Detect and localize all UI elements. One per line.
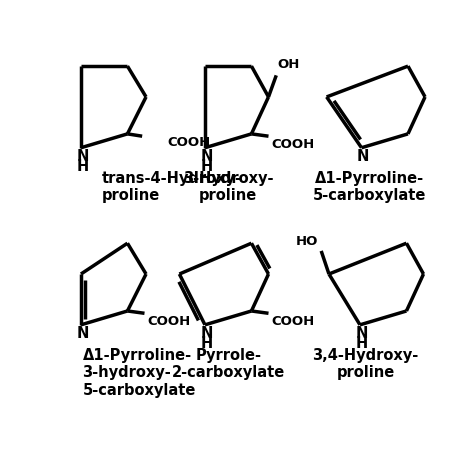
Text: trans-4-Hydroxy-
proline: trans-4-Hydroxy- proline (102, 171, 242, 203)
Text: Δ1-Pyrroline-
5-carboxylate: Δ1-Pyrroline- 5-carboxylate (312, 171, 426, 203)
Text: N: N (76, 149, 89, 164)
Text: Pyrrole-
2-carboxylate: Pyrrole- 2-carboxylate (172, 348, 285, 380)
Text: COOH: COOH (272, 315, 315, 328)
Text: 3-Hydroxy-
proline: 3-Hydroxy- proline (183, 171, 273, 203)
Text: N: N (357, 149, 369, 164)
Text: N: N (201, 327, 213, 341)
Text: H: H (201, 158, 213, 173)
Text: H: H (356, 336, 368, 351)
Text: H: H (201, 336, 213, 351)
Text: 3,4-Hydroxy-
proline: 3,4-Hydroxy- proline (312, 348, 419, 380)
Text: COOH: COOH (147, 315, 191, 328)
Text: N: N (201, 149, 213, 164)
Text: N: N (76, 327, 89, 341)
Text: N: N (356, 327, 368, 341)
Text: HO: HO (296, 235, 318, 248)
Text: H: H (76, 158, 89, 173)
Text: COOH: COOH (272, 138, 315, 151)
Text: COOH: COOH (167, 136, 210, 149)
Text: Δ1-Pyrroline-
3-hydroxy-
5-carboxylate: Δ1-Pyrroline- 3-hydroxy- 5-carboxylate (82, 348, 196, 398)
Text: OH: OH (278, 58, 300, 71)
